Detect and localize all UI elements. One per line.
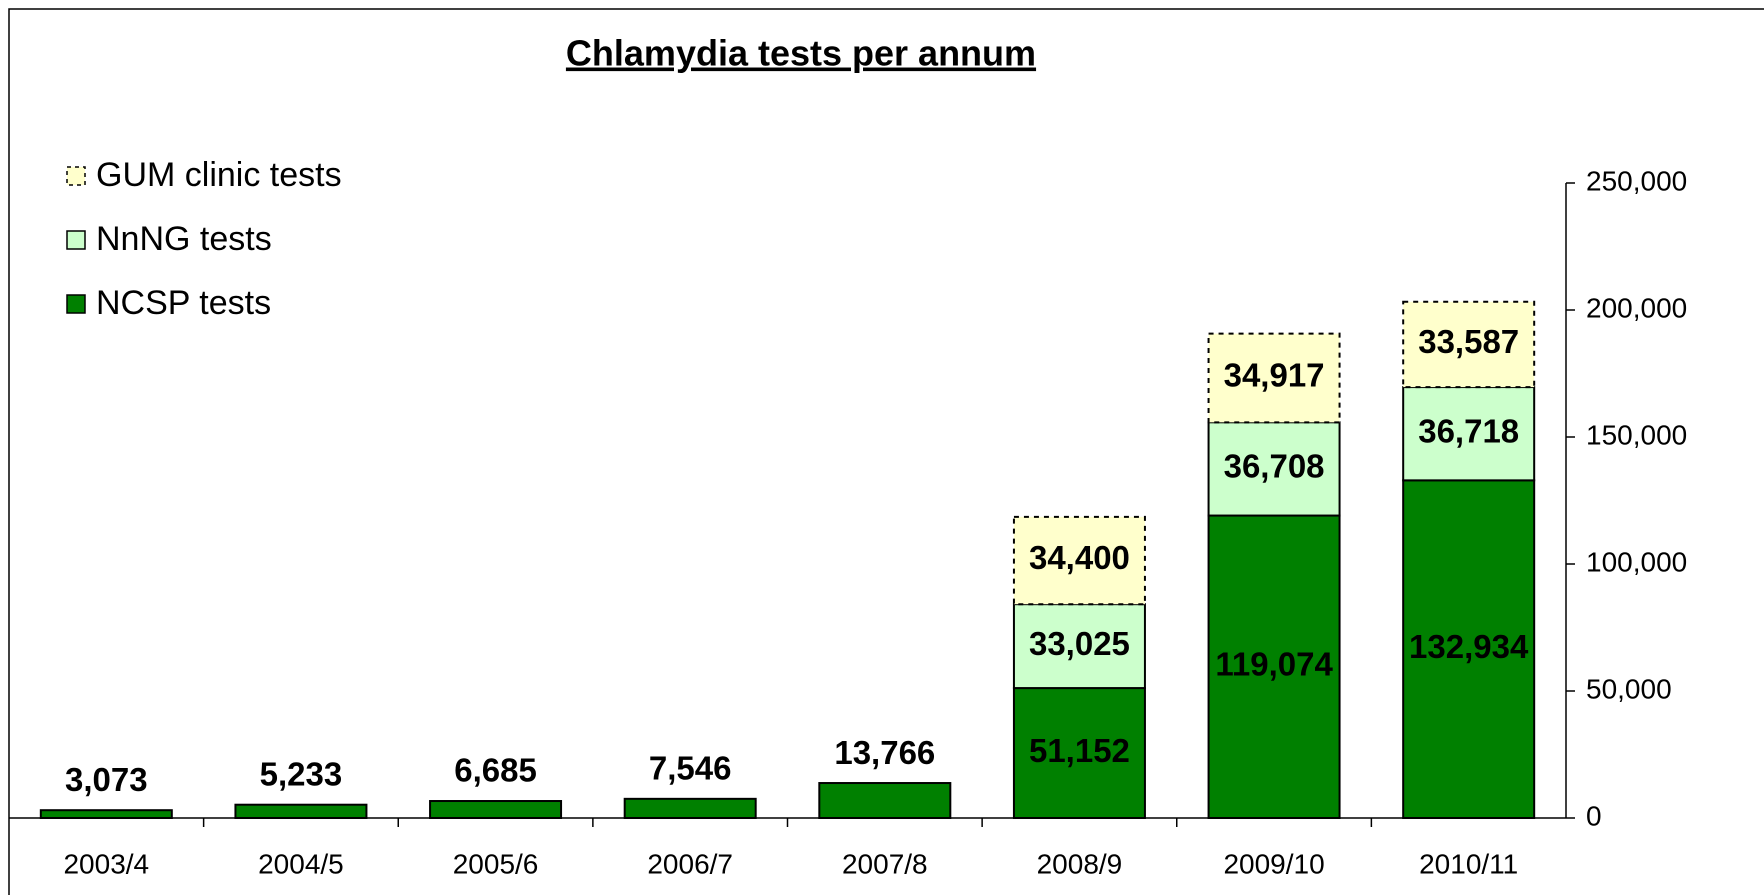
legend-label: GUM clinic tests <box>96 156 342 194</box>
y-tick-label: 0 <box>1586 800 1602 831</box>
data-label: 33,025 <box>1029 625 1130 662</box>
data-label: 7,546 <box>649 750 732 787</box>
x-tick-label: 2009/10 <box>1223 848 1324 879</box>
chart-title: Chlamydia tests per annum <box>566 33 1036 74</box>
data-label: 132,934 <box>1409 628 1529 665</box>
data-label: 119,074 <box>1215 645 1333 682</box>
bar-segment <box>1402 300 1536 389</box>
legend-swatch <box>66 166 86 186</box>
legend-swatch <box>66 294 86 314</box>
x-tick-label: 2007/8 <box>842 848 928 879</box>
bar-segment <box>1012 687 1146 819</box>
bar-segment <box>1402 386 1536 482</box>
x-tick-label: 2010/11 <box>1419 848 1518 879</box>
data-label: 33,587 <box>1418 323 1519 360</box>
x-tick-label: 2003/4 <box>63 848 149 879</box>
y-tick-label: 250,000 <box>1586 165 1687 196</box>
x-tick-label: 2006/7 <box>647 848 733 879</box>
y-tick-label: 200,000 <box>1586 292 1687 323</box>
data-label: 36,718 <box>1418 412 1519 449</box>
x-tick-label: 2005/6 <box>453 848 539 879</box>
legend-swatch <box>66 230 86 250</box>
bar-segment <box>818 782 952 820</box>
bar-segment <box>1207 421 1341 517</box>
y-tick-label: 50,000 <box>1586 673 1672 704</box>
data-label: 51,152 <box>1029 732 1130 769</box>
data-label: 36,708 <box>1224 448 1325 485</box>
bar-segment <box>1207 514 1341 820</box>
data-label: 13,766 <box>834 734 935 771</box>
bar-segment <box>623 797 757 819</box>
legend-label: NCSP tests <box>96 284 271 322</box>
data-label: 6,685 <box>454 752 537 789</box>
x-tick-label: 2008/9 <box>1037 848 1123 879</box>
bar-segment <box>1012 603 1146 690</box>
bar-segment <box>429 800 563 819</box>
legend-label: NnNG tests <box>96 220 272 258</box>
bar-segment <box>1207 332 1341 424</box>
x-tick-label: 2004/5 <box>258 848 344 879</box>
bar-segment <box>39 809 173 819</box>
data-label: 34,400 <box>1029 539 1130 576</box>
data-label: 5,233 <box>260 755 343 792</box>
bar-segment <box>234 803 368 820</box>
data-label: 34,917 <box>1224 357 1325 394</box>
y-tick-label: 150,000 <box>1586 419 1687 450</box>
data-label: 3,073 <box>65 761 148 798</box>
y-tick-label: 100,000 <box>1586 546 1687 577</box>
bar-segment <box>1012 515 1146 606</box>
